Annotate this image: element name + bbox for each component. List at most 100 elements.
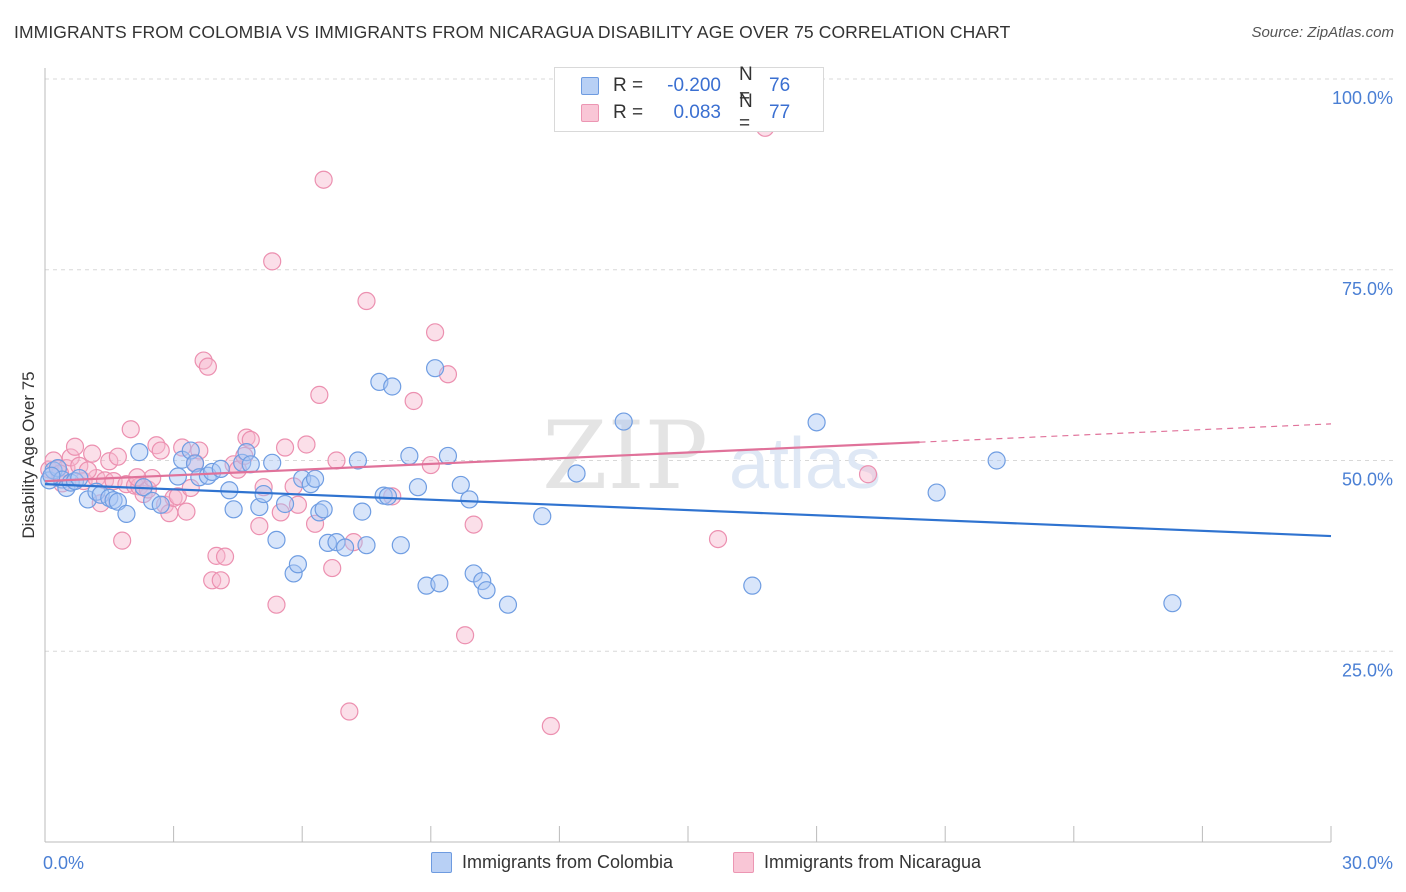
colombia-point [211,459,230,478]
legend-row-colombia: R = -0.200 N = 76 [581,64,790,107]
nicaragua-point [708,529,728,549]
y-tick-label: 75.0% [1342,279,1393,299]
legend-row-nicaragua: R = 0.083 N = 77 [581,91,791,134]
colombia-point [48,459,67,478]
colombia-point [807,413,826,432]
nicaragua-point [297,435,316,454]
colombia-point [477,581,496,600]
nicaragua-point [323,558,342,578]
r-label: R = [613,75,644,96]
colombia-point [335,538,355,557]
colombia-point [353,502,372,521]
tick-labels: 25.0% 50.0% 75.0% 100.0% 0.0% 30.0% [43,88,1393,873]
nicaragua-trend-line [44,441,920,483]
nicaragua-point [215,547,235,566]
source-label: Source: ZipAtlas.com [1251,24,1394,41]
colombia-point [451,475,470,495]
colombia-point [314,500,333,519]
nicaragua-point [121,420,140,439]
colombia-point [533,507,552,526]
r-value: 0.083 [673,102,721,123]
colombia-point [241,455,260,474]
colombia-point [348,451,368,470]
colombia-point [743,576,762,595]
colombia-point [117,504,136,524]
colombia-point [430,574,449,593]
nicaragua-point [263,252,282,271]
correlation-legend: R = -0.200 N = 76 R = 0.083 N = 77 [554,64,824,134]
legend-label-nicaragua: Immigrants from Nicaragua [764,852,982,872]
colombia-point [327,533,346,552]
nicaragua-point [288,495,308,514]
nicaragua-point [340,702,359,721]
chart-title: IMMIGRANTS FROM COLOMBIA VS IMMIGRANTS F… [14,22,1011,42]
colombia-point [987,451,1006,470]
colombia-point [408,478,428,497]
nicaragua-point [327,451,346,470]
nicaragua-point [455,626,475,645]
nicaragua-point [250,517,269,536]
nicaragua-swatch [733,852,754,873]
colombia-point [224,500,243,519]
colombia-point [438,446,458,466]
nicaragua-point [305,514,325,533]
nicaragua-point [357,291,376,311]
nicaragua-point [168,487,187,506]
r-value: -0.200 [667,75,721,96]
colombia-point [378,487,398,506]
colombia-swatch [431,852,452,873]
nicaragua-point [425,323,445,342]
colombia-point [460,490,479,509]
colombia-trend-line [44,483,1332,538]
colombia-point [275,494,295,514]
nicaragua-point [198,357,217,376]
colombia-point [498,595,518,614]
nicaragua-point [100,452,119,471]
colombia-swatch [581,77,599,95]
colombia-point [383,377,402,396]
nicaragua-point [151,441,170,460]
legend-item-colombia: Immigrants from Colombia [431,852,673,873]
n-label: N = [739,64,753,107]
y-tick-label: 50.0% [1342,470,1393,490]
nicaragua-point [541,716,560,736]
colombia-point [425,359,445,378]
nicaragua-point [211,571,230,590]
series-legend: Immigrants from Colombia Immigrants from… [0,852,1406,878]
n-label: N = [739,91,753,134]
colombia-point [70,468,89,488]
nicaragua-trend-extension [919,423,1332,443]
nicaragua-point [177,502,196,521]
x-tick-label-max: 30.0% [1342,853,1393,873]
colombia-point [288,555,308,574]
colombia-point [263,453,282,472]
n-value: 77 [769,102,791,123]
nicaragua-point [271,503,290,522]
colombia-point [391,536,410,555]
colombia-point [400,446,419,466]
nicaragua-point [254,478,273,497]
y-tick-label: 100.0% [1332,88,1393,108]
legend-label-colombia: Immigrants from Colombia [462,852,674,872]
zipatlas-watermark: ZIP atlas [542,402,881,511]
legend-item-nicaragua: Immigrants from Nicaragua [733,852,981,873]
colombia-point [567,464,586,483]
colombia-point [357,536,376,555]
nicaragua-point [267,595,286,614]
nicaragua-point [314,170,333,189]
r-label: R = [613,102,644,123]
grid-lines [45,78,1393,652]
nicaragua-point [310,385,329,404]
colombia-point [143,491,162,511]
watermark-zip: ZIP [542,402,708,511]
colombia-point [305,469,325,488]
watermark-atlas: atlas [729,424,881,504]
axes [44,68,1332,843]
colombia-point [473,571,492,591]
y-axis-label: Disability Age Over 75 [19,371,38,538]
nicaragua-point [275,438,295,457]
nicaragua-point [108,447,127,466]
nicaragua-point [404,391,423,411]
nicaragua-point [83,444,102,463]
